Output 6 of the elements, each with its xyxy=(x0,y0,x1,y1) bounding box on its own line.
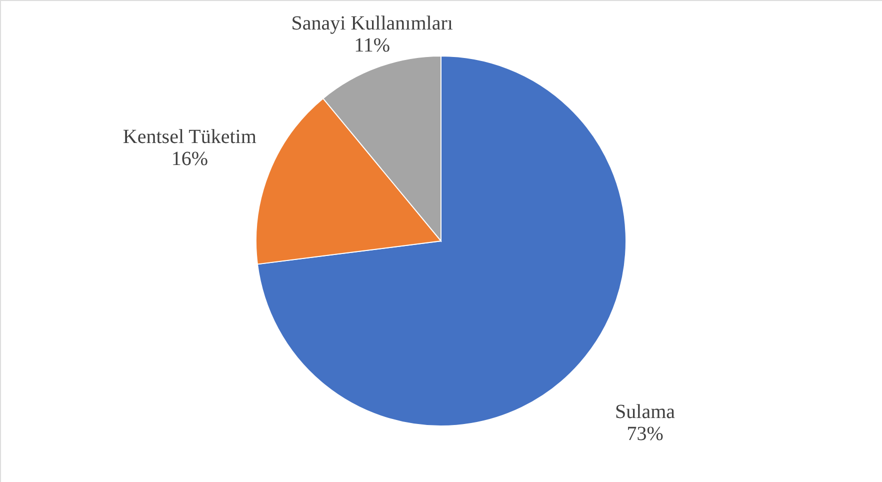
data-label: 73% xyxy=(626,422,664,445)
slice-label: Sanayi Kullanımları xyxy=(291,12,454,35)
data-label: 16% xyxy=(171,148,208,170)
data-label: 11% xyxy=(354,34,390,57)
slice-label: Kentsel Tüketim xyxy=(122,126,257,148)
slice-label: Sulama xyxy=(615,400,676,423)
